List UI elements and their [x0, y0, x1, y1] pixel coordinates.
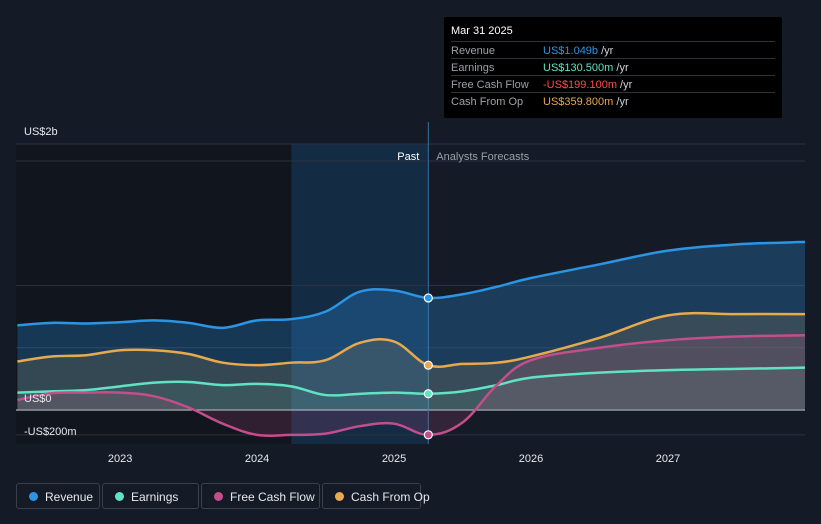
revenue-area [17, 241, 805, 410]
earnings-marker [423, 389, 433, 399]
legend-dot-icon [214, 492, 223, 501]
tooltip-unit: /yr [613, 62, 629, 74]
tooltip-value: US$130.500m [543, 62, 614, 74]
tooltip-row-revenue: Revenue US$1.049b /yr [451, 41, 775, 59]
tooltip-label: Revenue [451, 45, 496, 57]
tooltip-label: Earnings [451, 62, 495, 74]
y-label-zero: US$0 [24, 393, 52, 405]
tooltip-row-free-cash-flow: Free Cash Flow -US$199.100m /yr [451, 75, 775, 93]
tooltip-value: US$359.800m [543, 96, 614, 108]
tooltip-value-group: US$1.049b /yr [543, 45, 613, 57]
cash-from-op-area [17, 313, 805, 410]
revenue-line [17, 240, 806, 330]
earnings-area [17, 367, 805, 410]
free-cash-flow-area [17, 335, 805, 436]
tooltip-value: US$1.049b [543, 45, 599, 57]
y-label-bottom: -US$200m [24, 426, 77, 438]
legend-dot-icon [115, 492, 124, 501]
x-tick-label: 2024 [245, 453, 269, 465]
legend-dot-icon [29, 492, 38, 501]
legend-item-earnings[interactable]: Earnings [102, 483, 199, 509]
revenue-marker [423, 293, 433, 303]
cash-from-op-marker [423, 360, 433, 370]
free-cash-flow-line [17, 334, 806, 438]
legend-label: Free Cash Flow [230, 490, 315, 504]
x-tick-label: 2027 [656, 453, 680, 465]
y-label-top: US$2b [24, 126, 58, 138]
tooltip-label: Cash From Op [451, 96, 524, 108]
legend-item-cash-from-op[interactable]: Cash From Op [322, 483, 430, 509]
tooltip-value: -US$199.100m [543, 79, 617, 91]
legend-label: Earnings [131, 490, 179, 504]
tooltip-label: Free Cash Flow [451, 79, 529, 91]
tooltip-unit: /yr [617, 79, 633, 91]
tooltip-value-group: US$130.500m /yr [543, 62, 629, 74]
past-label: Past [397, 151, 419, 163]
tooltip-unit: /yr [613, 96, 629, 108]
x-tick-label: 2025 [382, 453, 406, 465]
earnings-line [17, 366, 806, 397]
tooltip-row-earnings: Earnings US$130.500m /yr [451, 58, 775, 76]
cash-from-op-line [17, 311, 806, 369]
free-cash-flow-marker [423, 430, 433, 440]
tooltip-date: Mar 31 2025 [451, 25, 513, 37]
tooltip-value-group: -US$199.100m /yr [543, 79, 632, 91]
forecast-label: Analysts Forecasts [436, 151, 529, 163]
legend-dot-icon [335, 492, 344, 501]
tooltip-value-group: US$359.800m /yr [543, 96, 629, 108]
tooltip-row-cash-from-op: Cash From Op US$359.800m /yr [451, 92, 775, 110]
legend-label: Revenue [45, 490, 94, 504]
legend-item-free-cash-flow[interactable]: Free Cash Flow [201, 483, 320, 509]
x-tick-label: 2026 [519, 453, 543, 465]
tooltip-unit: /yr [598, 45, 614, 57]
legend-item-revenue[interactable]: Revenue [16, 483, 100, 509]
tooltip: Mar 31 2025 Revenue US$1.049b /yr Earnin… [444, 17, 782, 118]
x-tick-label: 2023 [108, 453, 132, 465]
legend-label: Cash From Op [351, 490, 430, 504]
